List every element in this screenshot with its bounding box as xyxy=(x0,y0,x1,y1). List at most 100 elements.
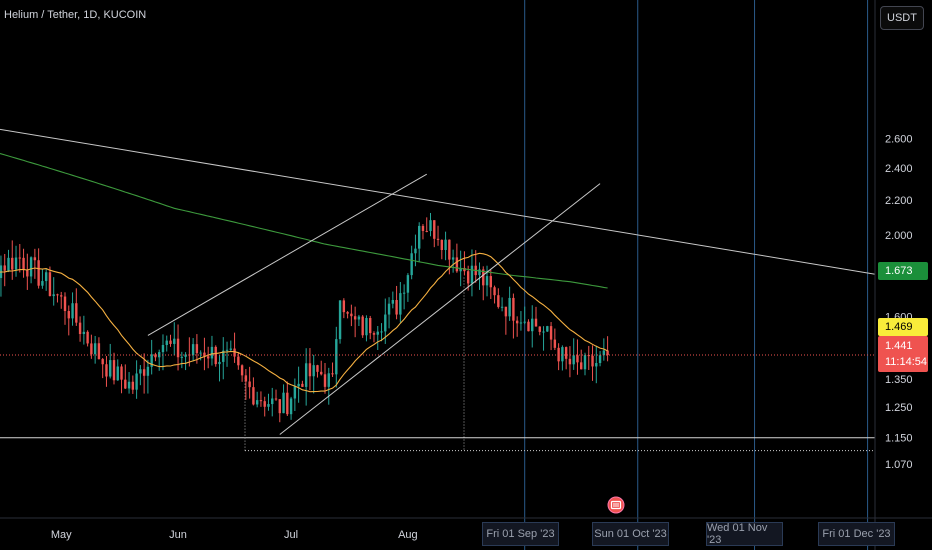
candle-body xyxy=(429,220,432,232)
candle-body xyxy=(274,398,278,400)
trendline xyxy=(0,128,883,276)
candle-body xyxy=(195,344,199,354)
candle-body xyxy=(572,355,575,365)
date-marker-sep[interactable]: Fri 01 Sep '23 xyxy=(482,522,559,546)
candle-body xyxy=(191,344,195,356)
candle-body xyxy=(180,356,184,358)
candle-body xyxy=(485,276,489,286)
bar-countdown: 11:14:54 xyxy=(885,356,928,368)
candle-body xyxy=(97,343,101,360)
candle-body xyxy=(173,338,176,344)
candle-body xyxy=(436,238,440,240)
candle-body xyxy=(33,257,37,261)
candle-body xyxy=(263,401,266,407)
alert-icon[interactable] xyxy=(607,496,625,514)
candle-body xyxy=(561,347,564,362)
candle-body xyxy=(564,347,568,359)
date-marker-nov[interactable]: Wed 01 Nov '23 xyxy=(706,522,783,546)
candle-body xyxy=(120,366,123,380)
candle-body xyxy=(444,239,447,251)
candle-body xyxy=(271,398,274,405)
candle-body xyxy=(591,355,594,367)
candle-body xyxy=(240,365,244,376)
candle-body xyxy=(75,303,78,323)
candle-body xyxy=(365,317,368,336)
candle-body xyxy=(470,265,474,284)
candle-body xyxy=(353,316,357,320)
trendline xyxy=(147,173,427,336)
candle-body xyxy=(515,320,519,324)
candle-body xyxy=(478,269,481,276)
candle-body xyxy=(542,331,545,333)
candle-body xyxy=(320,371,323,375)
candle-body xyxy=(124,379,127,389)
candle-body xyxy=(11,257,14,270)
candle-body xyxy=(595,363,598,367)
candle-body xyxy=(331,373,334,375)
candle-body xyxy=(78,322,82,335)
candle-body xyxy=(237,356,240,366)
candle-body xyxy=(109,360,112,377)
candle-body xyxy=(67,311,70,319)
x-tick-label: May xyxy=(51,529,72,541)
candle-body xyxy=(90,343,93,355)
date-marker-oct[interactable]: Sun 01 Oct '23 xyxy=(592,522,669,546)
y-tick-label: 1.250 xyxy=(885,402,913,414)
candle-body xyxy=(323,374,327,387)
candle-body xyxy=(519,322,523,324)
candle-body xyxy=(583,355,587,370)
candle-body xyxy=(346,312,349,314)
candle-body xyxy=(534,318,538,327)
candle-body xyxy=(546,326,549,332)
candle-body xyxy=(606,350,609,355)
candle-body xyxy=(338,300,342,340)
y-tick-label: 2.000 xyxy=(885,230,913,242)
y-tick-label: 2.200 xyxy=(885,195,913,207)
candle-body xyxy=(105,364,108,377)
candle-body xyxy=(22,257,25,270)
candle-body xyxy=(63,296,67,312)
candle-body xyxy=(93,343,97,355)
candle-body xyxy=(391,299,395,304)
ma-long-line xyxy=(0,152,608,289)
candle-body xyxy=(282,392,285,414)
candle-body xyxy=(576,355,579,363)
candle-body xyxy=(206,356,210,359)
candle-body xyxy=(327,373,330,387)
candle-body xyxy=(414,248,417,254)
candle-body xyxy=(3,265,6,271)
candle-body xyxy=(222,350,225,362)
candle-body xyxy=(538,326,541,332)
candle-body xyxy=(425,230,428,232)
candle-body xyxy=(14,257,18,270)
candle-body xyxy=(402,292,406,294)
candle-body xyxy=(203,352,206,357)
candle-body xyxy=(176,338,180,358)
candle-body xyxy=(165,340,168,345)
candle-body xyxy=(146,366,150,376)
currency-button[interactable]: USDT xyxy=(880,6,924,30)
candle-body xyxy=(252,387,255,405)
candle-body xyxy=(18,257,21,259)
candle-body xyxy=(71,303,74,319)
candle-body xyxy=(259,400,263,402)
candle-body xyxy=(44,272,48,282)
candle-body xyxy=(399,293,402,315)
candle-body xyxy=(493,287,496,296)
candle-body xyxy=(184,354,187,357)
candle-body xyxy=(112,360,116,381)
candle-body xyxy=(504,306,508,317)
candle-body xyxy=(142,369,146,376)
candle-body xyxy=(135,373,138,390)
candle-body xyxy=(531,318,534,332)
date-marker-dec[interactable]: Fri 01 Dec '23 xyxy=(818,522,895,546)
candle-body xyxy=(286,392,289,415)
y-tick-label: 1.070 xyxy=(885,459,913,471)
candle-body xyxy=(218,361,221,365)
symbol-title: Helium / Tether, 1D, KUCOIN xyxy=(4,9,147,21)
candle-body xyxy=(304,363,308,387)
candle-body xyxy=(350,313,353,317)
candle-body xyxy=(48,272,52,297)
candle-body xyxy=(500,306,504,308)
